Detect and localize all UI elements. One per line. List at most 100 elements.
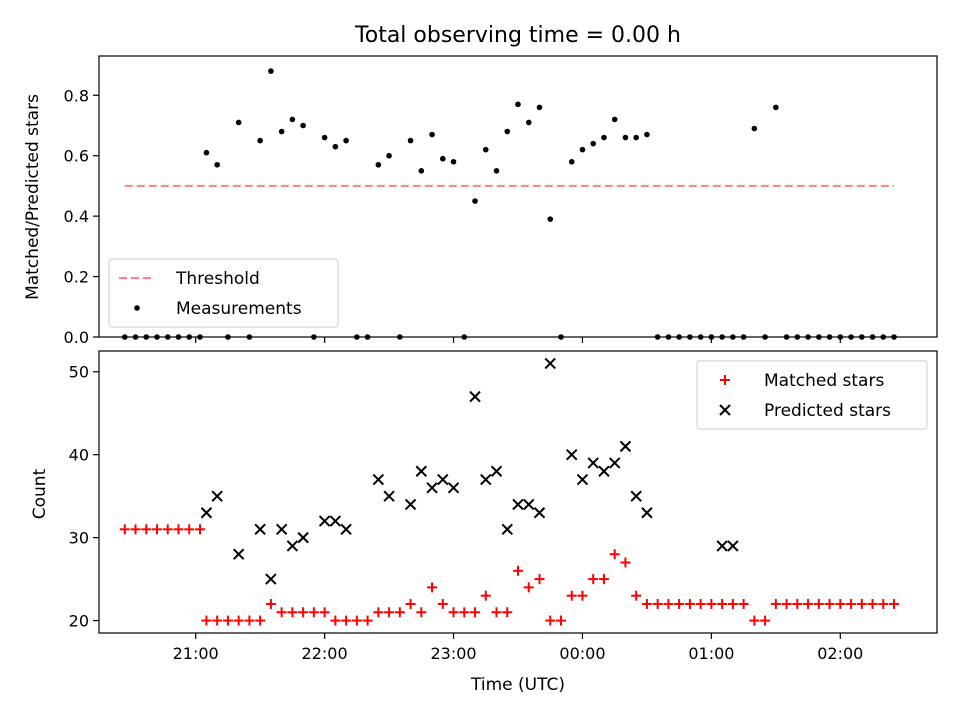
bottom-x-axis-label: Time (UTC): [470, 675, 565, 695]
predicted-stars-point: [630, 490, 642, 502]
predicted-stars-point: [587, 457, 599, 469]
measurements-point: [121, 334, 128, 340]
measurements-point: [300, 122, 306, 129]
measurements-point: [579, 146, 586, 153]
predicted-stars-point: [447, 482, 460, 494]
matched-stars-point: [491, 607, 502, 618]
matched-stars-point: [194, 524, 205, 535]
predicted-stars-point: [544, 357, 556, 370]
matched-stars-point: [427, 582, 438, 593]
predicted-stars-point: [318, 515, 331, 527]
measurements-point: [515, 101, 521, 108]
predicted-stars-legend-handle: [719, 404, 731, 416]
matched-stars-point: [555, 615, 566, 626]
predicted-stars-point: [727, 540, 739, 552]
bottom-y-tick-label: 30: [69, 529, 89, 548]
matched-stars-point: [652, 598, 663, 609]
predicted-stars-point: [329, 515, 342, 527]
matched-stars-point: [631, 590, 642, 601]
measurements-point: [132, 334, 139, 340]
predicted-stars-point: [501, 523, 513, 536]
predicted-stars-legend-label: Predicted stars: [764, 401, 891, 421]
matched-stars-point: [588, 574, 599, 585]
measurements-point: [880, 334, 887, 340]
matched-stars-point: [770, 598, 781, 609]
measurements-point: [343, 137, 349, 144]
matched-stars-point: [373, 607, 384, 618]
bottom-x-tick-label: 00:00: [559, 644, 605, 663]
measurements-point: [805, 334, 811, 340]
matched-stars-point: [319, 607, 330, 618]
matched-stars-point: [416, 607, 427, 618]
bottom-x-tick-label: 01:00: [688, 644, 734, 663]
measurements-point: [525, 119, 532, 126]
bottom-plot-area: 20 30 40 50 21:00 22:00 23:00 00:00 01:00 02:00 Ma…: [69, 350, 938, 663]
measurements-point: [278, 128, 285, 135]
predicted-stars-point: [608, 457, 621, 469]
predicted-stars-point: [512, 498, 524, 511]
matched-stars-point: [448, 607, 459, 618]
measurements-legend-label: Measurements: [176, 299, 302, 319]
measurements-point: [225, 334, 231, 340]
matched-stars-point: [803, 598, 814, 609]
measurements-point: [740, 334, 747, 340]
matched-stars-legend-handle: [720, 375, 730, 385]
measurements-point: [164, 334, 171, 340]
measurements-point: [439, 155, 446, 162]
matched-stars-point: [184, 524, 195, 535]
measurements-point: [665, 334, 672, 340]
measurements-point: [407, 137, 414, 144]
measurements-point: [719, 334, 725, 340]
measurements-point: [364, 334, 371, 340]
top-y-tick-label: 0.6: [64, 147, 89, 166]
predicted-stars-point: [232, 548, 245, 560]
matched-stars-point: [308, 607, 319, 618]
matched-stars-point: [152, 524, 163, 535]
measurements-point: [472, 198, 478, 204]
measurements-point: [461, 334, 468, 340]
predicted-stars-point: [523, 498, 535, 511]
predicted-stars-point: [533, 507, 546, 519]
bottom-y-tick-label: 50: [69, 363, 89, 382]
predicted-stars-point: [200, 507, 213, 519]
top-chart-title: Total observing time = 0.00 h: [354, 23, 681, 48]
measurements-point: [611, 116, 618, 123]
measurements-point: [197, 334, 203, 340]
measurements-point: [418, 168, 425, 174]
measurements-point: [826, 334, 833, 340]
matched-stars-point: [566, 590, 577, 601]
predicted-stars-point: [211, 490, 223, 502]
bottom-x-tick-label: 22:00: [302, 644, 348, 663]
matched-stars-point: [577, 590, 588, 601]
top-legend-box: [108, 258, 339, 328]
measurements-point: [848, 334, 854, 340]
matched-stars-point: [394, 607, 405, 618]
measurements-point: [186, 334, 193, 340]
measurements-point: [644, 131, 650, 138]
measurements-point: [762, 334, 768, 340]
top-y-tick-label: 0.8: [64, 86, 89, 105]
measurements-point: [354, 334, 360, 340]
bottom-legend-box: [696, 360, 928, 430]
measurements-point: [558, 334, 564, 340]
matched-stars-point: [727, 598, 738, 609]
measurements-point: [246, 334, 253, 340]
matched-stars-point: [545, 615, 556, 626]
matched-stars-point: [792, 598, 803, 609]
matched-stars-point: [867, 598, 878, 609]
top-plot-area: 0.0 0.2 0.4 0.6 0.8 Threshold Measurements: [64, 55, 938, 347]
matched-stars-point: [330, 615, 341, 626]
predicted-stars-point: [297, 531, 309, 544]
matched-stars-point: [663, 598, 674, 609]
matched-stars-point: [201, 615, 212, 626]
matched-stars-point: [384, 607, 395, 618]
matched-stars-point: [620, 557, 631, 568]
bottom-x-tick-label: 21:00: [173, 644, 219, 663]
matched-stars-point: [534, 574, 545, 585]
matched-stars-point: [405, 598, 416, 609]
matched-stars-point: [824, 598, 835, 609]
matched-stars-point: [255, 615, 266, 626]
predicted-stars-point: [716, 540, 728, 552]
predicted-stars-point: [383, 490, 395, 502]
